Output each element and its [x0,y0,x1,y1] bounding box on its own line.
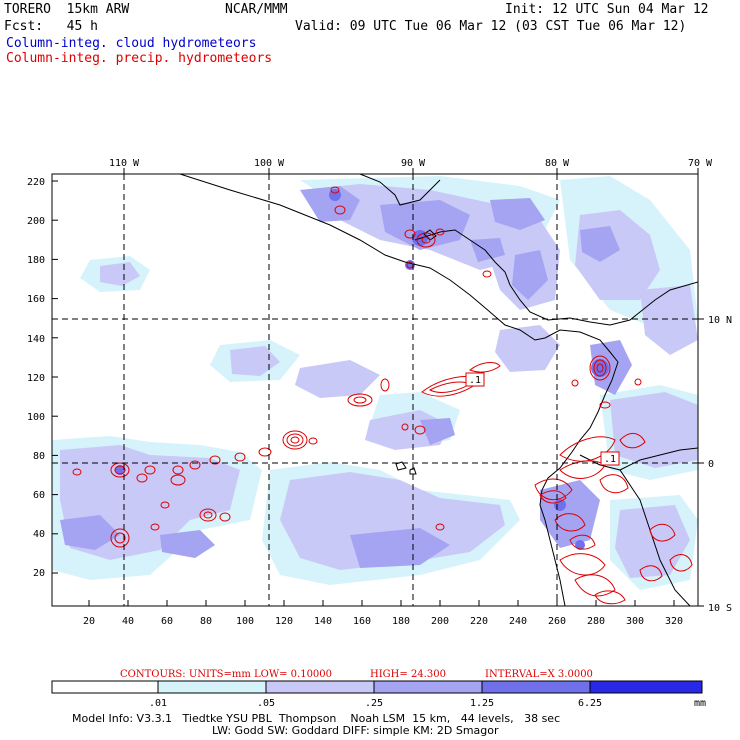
y-tick-220: 220 [27,177,45,188]
y-tick-20: 20 [33,568,45,579]
lat-label-10n: 10 N [708,315,732,326]
valid-time: Valid: 09 UTC Tue 06 Mar 12 (03 CST Tue … [295,19,687,34]
x-tick-280: 280 [587,616,605,627]
y-tick-120: 120 [27,373,45,384]
axis-ticks [52,168,704,607]
y-tick-80: 80 [33,451,45,462]
cloud-shading [52,176,698,590]
x-tick-60: 60 [161,616,173,627]
x-tick-200: 200 [431,616,449,627]
x-tick-140: 140 [314,616,332,627]
model-info-line2: LW: Godd SW: Goddard DIFF: simple KM: 2D… [212,724,499,737]
x-tick-260: 260 [548,616,566,627]
colorbar-label-0: .01 [149,698,167,709]
contours-interval: INTERVAL=X 3.0000 [485,669,593,680]
model-info-line1: Model Info: V3.3.1 Tiedtke YSU PBL Thomp… [72,712,561,725]
y-tick-180: 180 [27,255,45,266]
lat-lon-grid [52,174,698,606]
forecast-hour: Fcst: 45 h [4,19,98,34]
y-tick-40: 40 [33,529,45,540]
colorbar [51,680,703,694]
x-tick-220: 220 [470,616,488,627]
lat-label-0: 0 [708,459,714,470]
contour-box-labels: .1 .1 [465,372,620,466]
precip-legend: Column-integ. precip. hydrometeors [6,51,273,66]
lon-label-70w: 70 W [688,158,713,169]
y-tick-200: 200 [27,216,45,227]
lon-label-80w: 80 W [545,158,570,169]
y-tick-160: 160 [27,294,45,305]
y-tick-140: 140 [27,334,45,345]
colorbar-label-1: .05 [257,698,275,709]
x-tick-100: 100 [236,616,254,627]
colorbar-label-4: 6.25 [578,698,602,709]
org-label: NCAR/MMM [225,2,288,17]
lon-label-90w: 90 W [401,158,426,169]
y-tick-60: 60 [33,490,45,501]
precip-contours [72,186,693,605]
colorbar-label-2: .25 [365,698,383,709]
colorbar-label-3: 1.25 [470,698,494,709]
box-label-1: .1 [469,375,481,386]
x-tick-240: 240 [509,616,527,627]
x-tick-40: 40 [122,616,134,627]
lon-label-110w: 110 W [109,158,140,169]
lat-label-10s: 10 S [708,603,732,614]
x-tick-80: 80 [200,616,212,627]
x-tick-160: 160 [353,616,371,627]
x-tick-20: 20 [83,616,95,627]
contours-units: CONTOURS: UNITS=mm LOW= 0.10000 [120,669,332,680]
y-tick-100: 100 [27,412,45,423]
x-tick-320: 320 [665,616,683,627]
x-tick-300: 300 [626,616,644,627]
x-tick-120: 120 [275,616,293,627]
model-title: TORERO 15km ARW [4,2,130,17]
x-tick-180: 180 [392,616,410,627]
contours-high: HIGH= 24.300 [370,669,446,680]
cloud-legend: Column-integ. cloud hydrometeors [6,36,257,51]
coastlines [179,174,698,606]
box-label-2: .1 [604,454,616,465]
colorbar-unit: mm [694,698,706,709]
lon-label-100w: 100 W [254,158,285,169]
map-border [51,173,699,607]
init-time: Init: 12 UTC Sun 04 Mar 12 [505,2,709,17]
